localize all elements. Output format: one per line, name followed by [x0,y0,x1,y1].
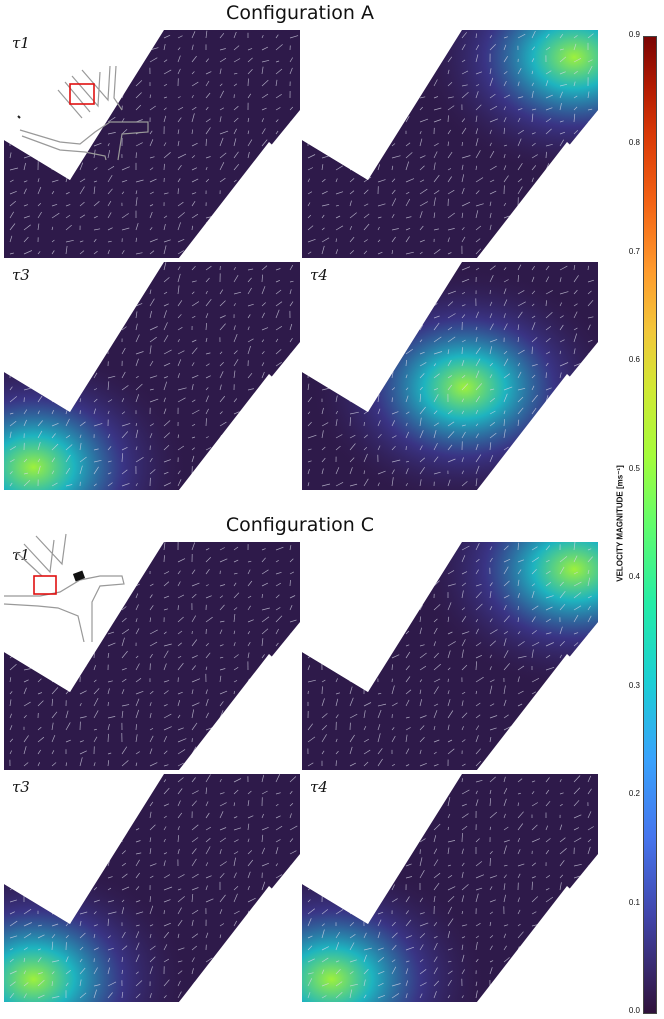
time-label: τ1 [12,34,30,52]
time-label: τ3 [12,266,30,284]
wall-region [4,774,149,924]
flow-channel [4,542,300,770]
colorbar-tick-label: 0.7 [628,246,640,256]
flow-field [4,774,300,1002]
flow-field [4,542,300,770]
wall-region [302,774,447,924]
wall-region [477,142,598,258]
wall-region [477,654,598,770]
section-title-a: Configuration A [226,2,374,24]
wall-region [477,886,598,1002]
time-label: τ3 [12,778,30,796]
wall-region [179,142,300,258]
inset-schematic-a [17,65,149,161]
wall-region [179,374,300,490]
time-label: τ1 [12,546,30,564]
panel-c-tau2: τ2 [302,542,598,770]
wall-region [179,654,300,770]
wall-region [302,262,447,412]
colorbar-tick-label: 0.1 [628,897,640,907]
time-label: τ2 [310,546,328,564]
panel-a-tau3: τ3 [4,262,300,490]
colorbar-tick-label: 0.2 [628,789,640,799]
wall-region [179,886,300,1002]
colorbar-tick-label: 0.9 [628,30,640,39]
flow-field [4,30,300,258]
wall-region [4,542,149,692]
colorbar-tick-label: 0.0 [628,1006,640,1015]
flow-field [302,774,598,1002]
colorbar [643,36,657,1014]
flow-field [302,262,598,490]
colorbar-tick-label: 0.4 [628,572,640,582]
colorbar-tick-label: 0.8 [628,138,640,148]
colorbar-tick-label: 0.6 [628,355,640,365]
flow-field [302,542,598,770]
time-label: τ4 [310,778,328,796]
time-label: τ4 [310,266,328,284]
panel-a-tau1: τ1 [4,30,300,258]
wall-region [302,30,447,180]
colorbar-label: VELOCITY MAGNITUDE [ms⁻¹] [615,465,625,582]
panel-c-tau1: τ1 [4,542,300,770]
time-label: τ2 [310,34,328,52]
panel-a-tau4: τ4 [302,262,598,490]
wall-region [477,374,598,490]
panel-c-tau3: τ3 [4,774,300,1002]
inset-schematic-c [3,533,125,642]
wall-region [4,262,149,412]
wall-region [302,542,447,692]
flow-field [302,30,598,258]
panel-c-tau4: τ4 [302,774,598,1002]
flow-field [4,262,300,490]
flow-channel [4,30,300,258]
colorbar-tick-label: 0.5 [628,463,640,473]
panel-a-tau2: τ2 [302,30,598,258]
section-title-c: Configuration C [225,514,375,536]
colorbar-tick-label: 0.3 [628,680,640,690]
